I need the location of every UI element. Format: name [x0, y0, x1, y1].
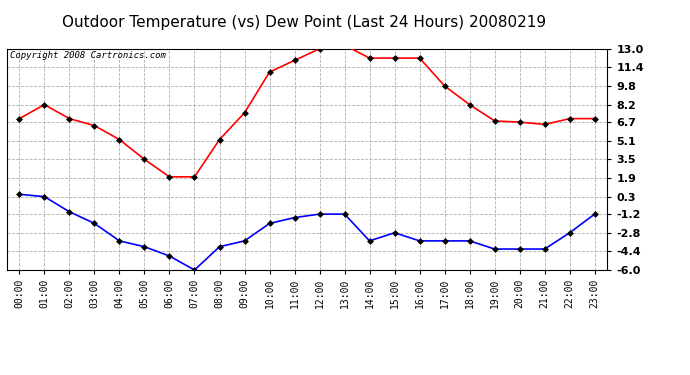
Text: Copyright 2008 Cartronics.com: Copyright 2008 Cartronics.com — [10, 51, 166, 60]
Text: Outdoor Temperature (vs) Dew Point (Last 24 Hours) 20080219: Outdoor Temperature (vs) Dew Point (Last… — [61, 15, 546, 30]
